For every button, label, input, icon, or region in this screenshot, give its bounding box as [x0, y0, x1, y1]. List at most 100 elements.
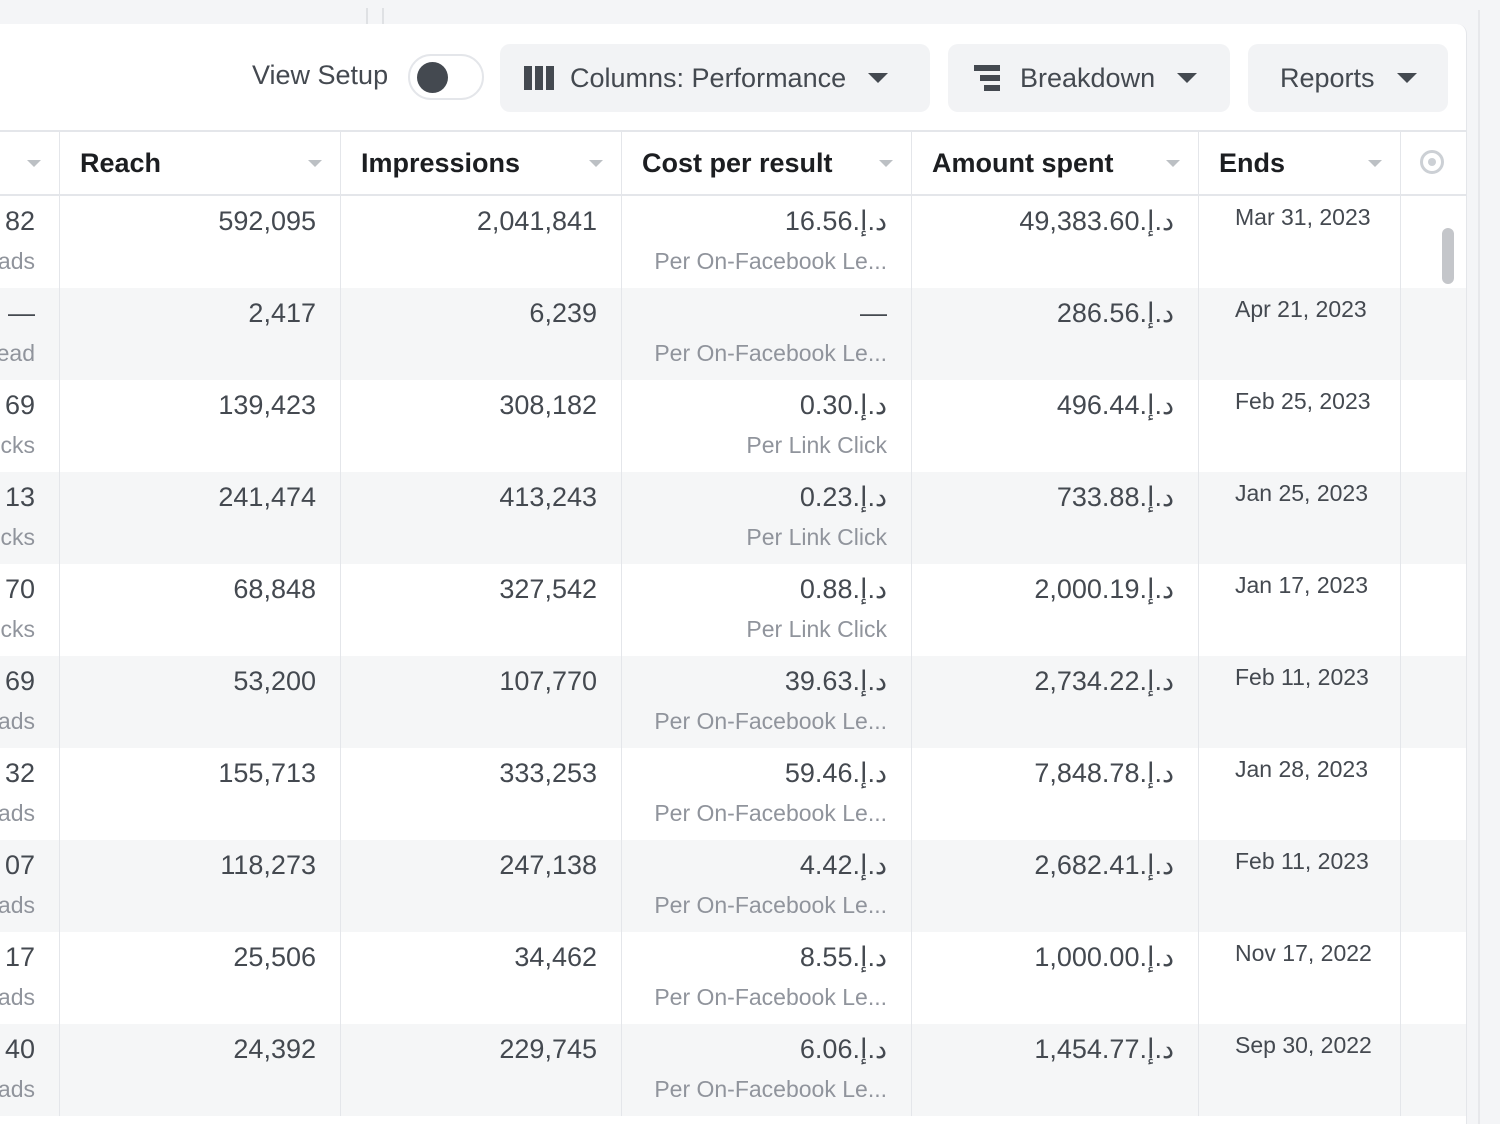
vertical-scrollbar[interactable]: [1442, 228, 1454, 284]
breakdown-button-label: Breakdown: [1020, 62, 1156, 93]
table-cell-ends: Feb 11, 2023: [1199, 840, 1401, 932]
table-cell-reach: 241,474: [60, 472, 341, 564]
end-date: Jan 17, 2023: [1235, 572, 1369, 598]
table-cell-ends: Sep 30, 2022: [1199, 1024, 1401, 1116]
columns-button-label: Columns: Performance: [570, 62, 847, 93]
end-date: Apr 21, 2023: [1235, 296, 1367, 322]
table-cell-spent: 286.56د.إ.‏: [912, 288, 1199, 380]
cell-value: 8.55د.إ.‏: [799, 942, 887, 972]
cell-value: 25,506: [233, 942, 316, 972]
cell-value: 70: [4, 574, 35, 604]
table-cell-reach: 2,417: [60, 288, 341, 380]
column-header-truncated[interactable]: [0, 132, 60, 196]
column-header-ends[interactable]: Ends: [1199, 132, 1401, 196]
cell-value: 733.88د.إ.‏: [1056, 482, 1174, 512]
cell-value: 69: [4, 666, 35, 696]
table-cell-impressions: 229,745: [341, 1024, 622, 1116]
reports-button-label: Reports: [1280, 62, 1375, 93]
table-cell-cost: — Per On-Facebook Le...: [622, 288, 912, 380]
table-cell-reach: 68,848: [60, 564, 341, 656]
table-row[interactable]: 69 cks 139,423 308,182 0.30د.إ.‏ Per Link Cli…: [0, 380, 1466, 472]
breakdown-button[interactable]: Breakdown: [948, 44, 1230, 112]
cell-subtext: Per Link Click: [746, 432, 887, 458]
column-header-label: Cost per result: [642, 148, 833, 178]
cell-subtext: Per On-Facebook Le...: [654, 708, 887, 734]
table-row[interactable]: 82 ads 592,095 2,041,841 16.56د.إ.‏ Per On-Fa…: [0, 196, 1466, 288]
cell-value: 59.46د.إ.‏: [784, 758, 887, 788]
table-cell-spent: 2,000.19د.إ.‏: [912, 564, 1199, 656]
cell-subtext: ads: [0, 708, 35, 734]
column-header-impressions[interactable]: Impressions: [341, 132, 622, 196]
cell-value: 53,200: [233, 666, 316, 696]
cell-value: 0.23د.إ.‏: [799, 482, 887, 512]
cell-value: 155,713: [218, 758, 316, 788]
sort-arrow-icon: [27, 160, 41, 167]
table-cell-left-value: 69 ads: [0, 656, 60, 748]
cell-value: 1,454.77د.إ.‏: [1034, 1034, 1174, 1064]
reports-button[interactable]: Reports: [1248, 44, 1448, 112]
cell-value: 496.44د.إ.‏: [1056, 390, 1174, 420]
table-cell-cost: 0.88د.إ.‏ Per Link Click: [622, 564, 912, 656]
table-cell-ends: Jan 25, 2023: [1199, 472, 1401, 564]
cell-subtext: cks: [0, 524, 36, 550]
table-row[interactable]: — ead 2,417 6,239 — Per On-Facebook Le... 286.…: [0, 288, 1466, 380]
end-date: Feb 11, 2023: [1235, 664, 1369, 690]
cell-value: 2,417: [248, 298, 316, 328]
breakdown-icon: [974, 65, 1002, 91]
table-row[interactable]: 70 cks 68,848 327,542 0.88د.إ.‏ Per Link Clic…: [0, 564, 1466, 656]
column-settings-icon[interactable]: [1420, 150, 1444, 174]
table-row[interactable]: 32 ads 155,713 333,253 59.46د.إ.‏ Per On-Face…: [0, 748, 1466, 840]
table-cell-spent: 7,848.78د.إ.‏: [912, 748, 1199, 840]
table-cell-spent: 496.44د.إ.‏: [912, 380, 1199, 472]
table-cell-ends: Nov 17, 2022: [1199, 932, 1401, 1024]
cell-value: 333,253: [499, 758, 597, 788]
columns-button[interactable]: Columns: Performance: [500, 44, 930, 112]
table-row[interactable]: 07 ads 118,273 247,138 4.42د.إ.‏ Per On-Faceb…: [0, 840, 1466, 932]
table-cell-impressions: 247,138: [341, 840, 622, 932]
cell-subtext: Per On-Facebook Le...: [654, 984, 887, 1010]
column-header-label: Amount spent: [932, 148, 1114, 178]
cell-value: 286.56د.إ.‏: [1056, 298, 1174, 328]
cell-subtext: ads: [0, 1076, 35, 1102]
table-cell-ends: Jan 17, 2023: [1199, 564, 1401, 656]
table-cell-ends: Apr 21, 2023: [1199, 288, 1401, 380]
table-cell-cost: 0.23د.إ.‏ Per Link Click: [622, 472, 912, 564]
end-date: Mar 31, 2023: [1235, 204, 1371, 230]
cell-value: 68,848: [233, 574, 316, 604]
column-header-cost-per-result[interactable]: Cost per result: [622, 132, 912, 196]
table-row[interactable]: 69 ads 53,200 107,770 39.63د.إ.‏ Per On-Faceb…: [0, 656, 1466, 748]
table-cell-left-value: 07 ads: [0, 840, 60, 932]
table-row[interactable]: 40 ads 24,392 229,745 6.06د.إ.‏ Per On-Facebo…: [0, 1024, 1466, 1116]
caret-down-icon: [868, 73, 889, 83]
view-setup-label: View Setup: [252, 60, 389, 90]
cell-value: 139,423: [218, 390, 316, 420]
cell-value: 40: [4, 1034, 35, 1064]
cell-subtext: ads: [0, 984, 35, 1010]
cell-value: 07: [4, 850, 35, 880]
view-setup-toggle[interactable]: [408, 54, 484, 100]
table-cell-spent: 2,734.22د.إ.‏: [912, 656, 1199, 748]
cell-subtext: Per On-Facebook Le...: [654, 892, 887, 918]
column-header-reach[interactable]: Reach: [60, 132, 341, 196]
table-cell-reach: 25,506: [60, 932, 341, 1024]
table-cell-cost: 39.63د.إ.‏ Per On-Facebook Le...: [622, 656, 912, 748]
column-header-amount-spent[interactable]: Amount spent: [912, 132, 1199, 196]
cell-subtext: Per Link Click: [746, 524, 887, 550]
table-cell-cost: 6.06د.إ.‏ Per On-Facebook Le...: [622, 1024, 912, 1116]
table-row[interactable]: 13 cks 241,474 413,243 0.23د.إ.‏ Per Link Cli…: [0, 472, 1466, 564]
table-cell-spent: 49,383.60د.إ.‏: [912, 196, 1199, 288]
cell-value: 17: [4, 942, 35, 972]
cell-value: 16.56د.إ.‏: [784, 206, 887, 236]
table-cell-ends: Jan 28, 2023: [1199, 748, 1401, 840]
columns-icon: [524, 66, 554, 90]
cell-value: 0.88د.إ.‏: [799, 574, 887, 604]
end-date: Jan 28, 2023: [1235, 756, 1369, 782]
sort-arrow-icon: [308, 160, 322, 167]
column-header-label: Reach: [80, 148, 162, 178]
divider: [366, 8, 384, 24]
toolbar: View Setup Columns: Performance Breakdow…: [0, 24, 1466, 130]
table-cell-cost: 8.55د.إ.‏ Per On-Facebook Le...: [622, 932, 912, 1024]
cell-value: 39.63د.إ.‏: [784, 666, 887, 696]
table-row[interactable]: 17 ads 25,506 34,462 8.55د.إ.‏ Per On-Faceboo…: [0, 932, 1466, 1024]
end-date: Sep 30, 2022: [1235, 1032, 1372, 1058]
